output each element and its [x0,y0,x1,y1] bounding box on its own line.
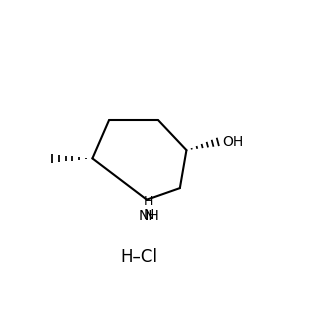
Text: OH: OH [222,135,243,149]
Text: N: N [143,208,154,222]
Text: H–Cl: H–Cl [120,248,157,266]
Text: H: H [144,195,153,208]
Text: NH: NH [138,209,159,223]
